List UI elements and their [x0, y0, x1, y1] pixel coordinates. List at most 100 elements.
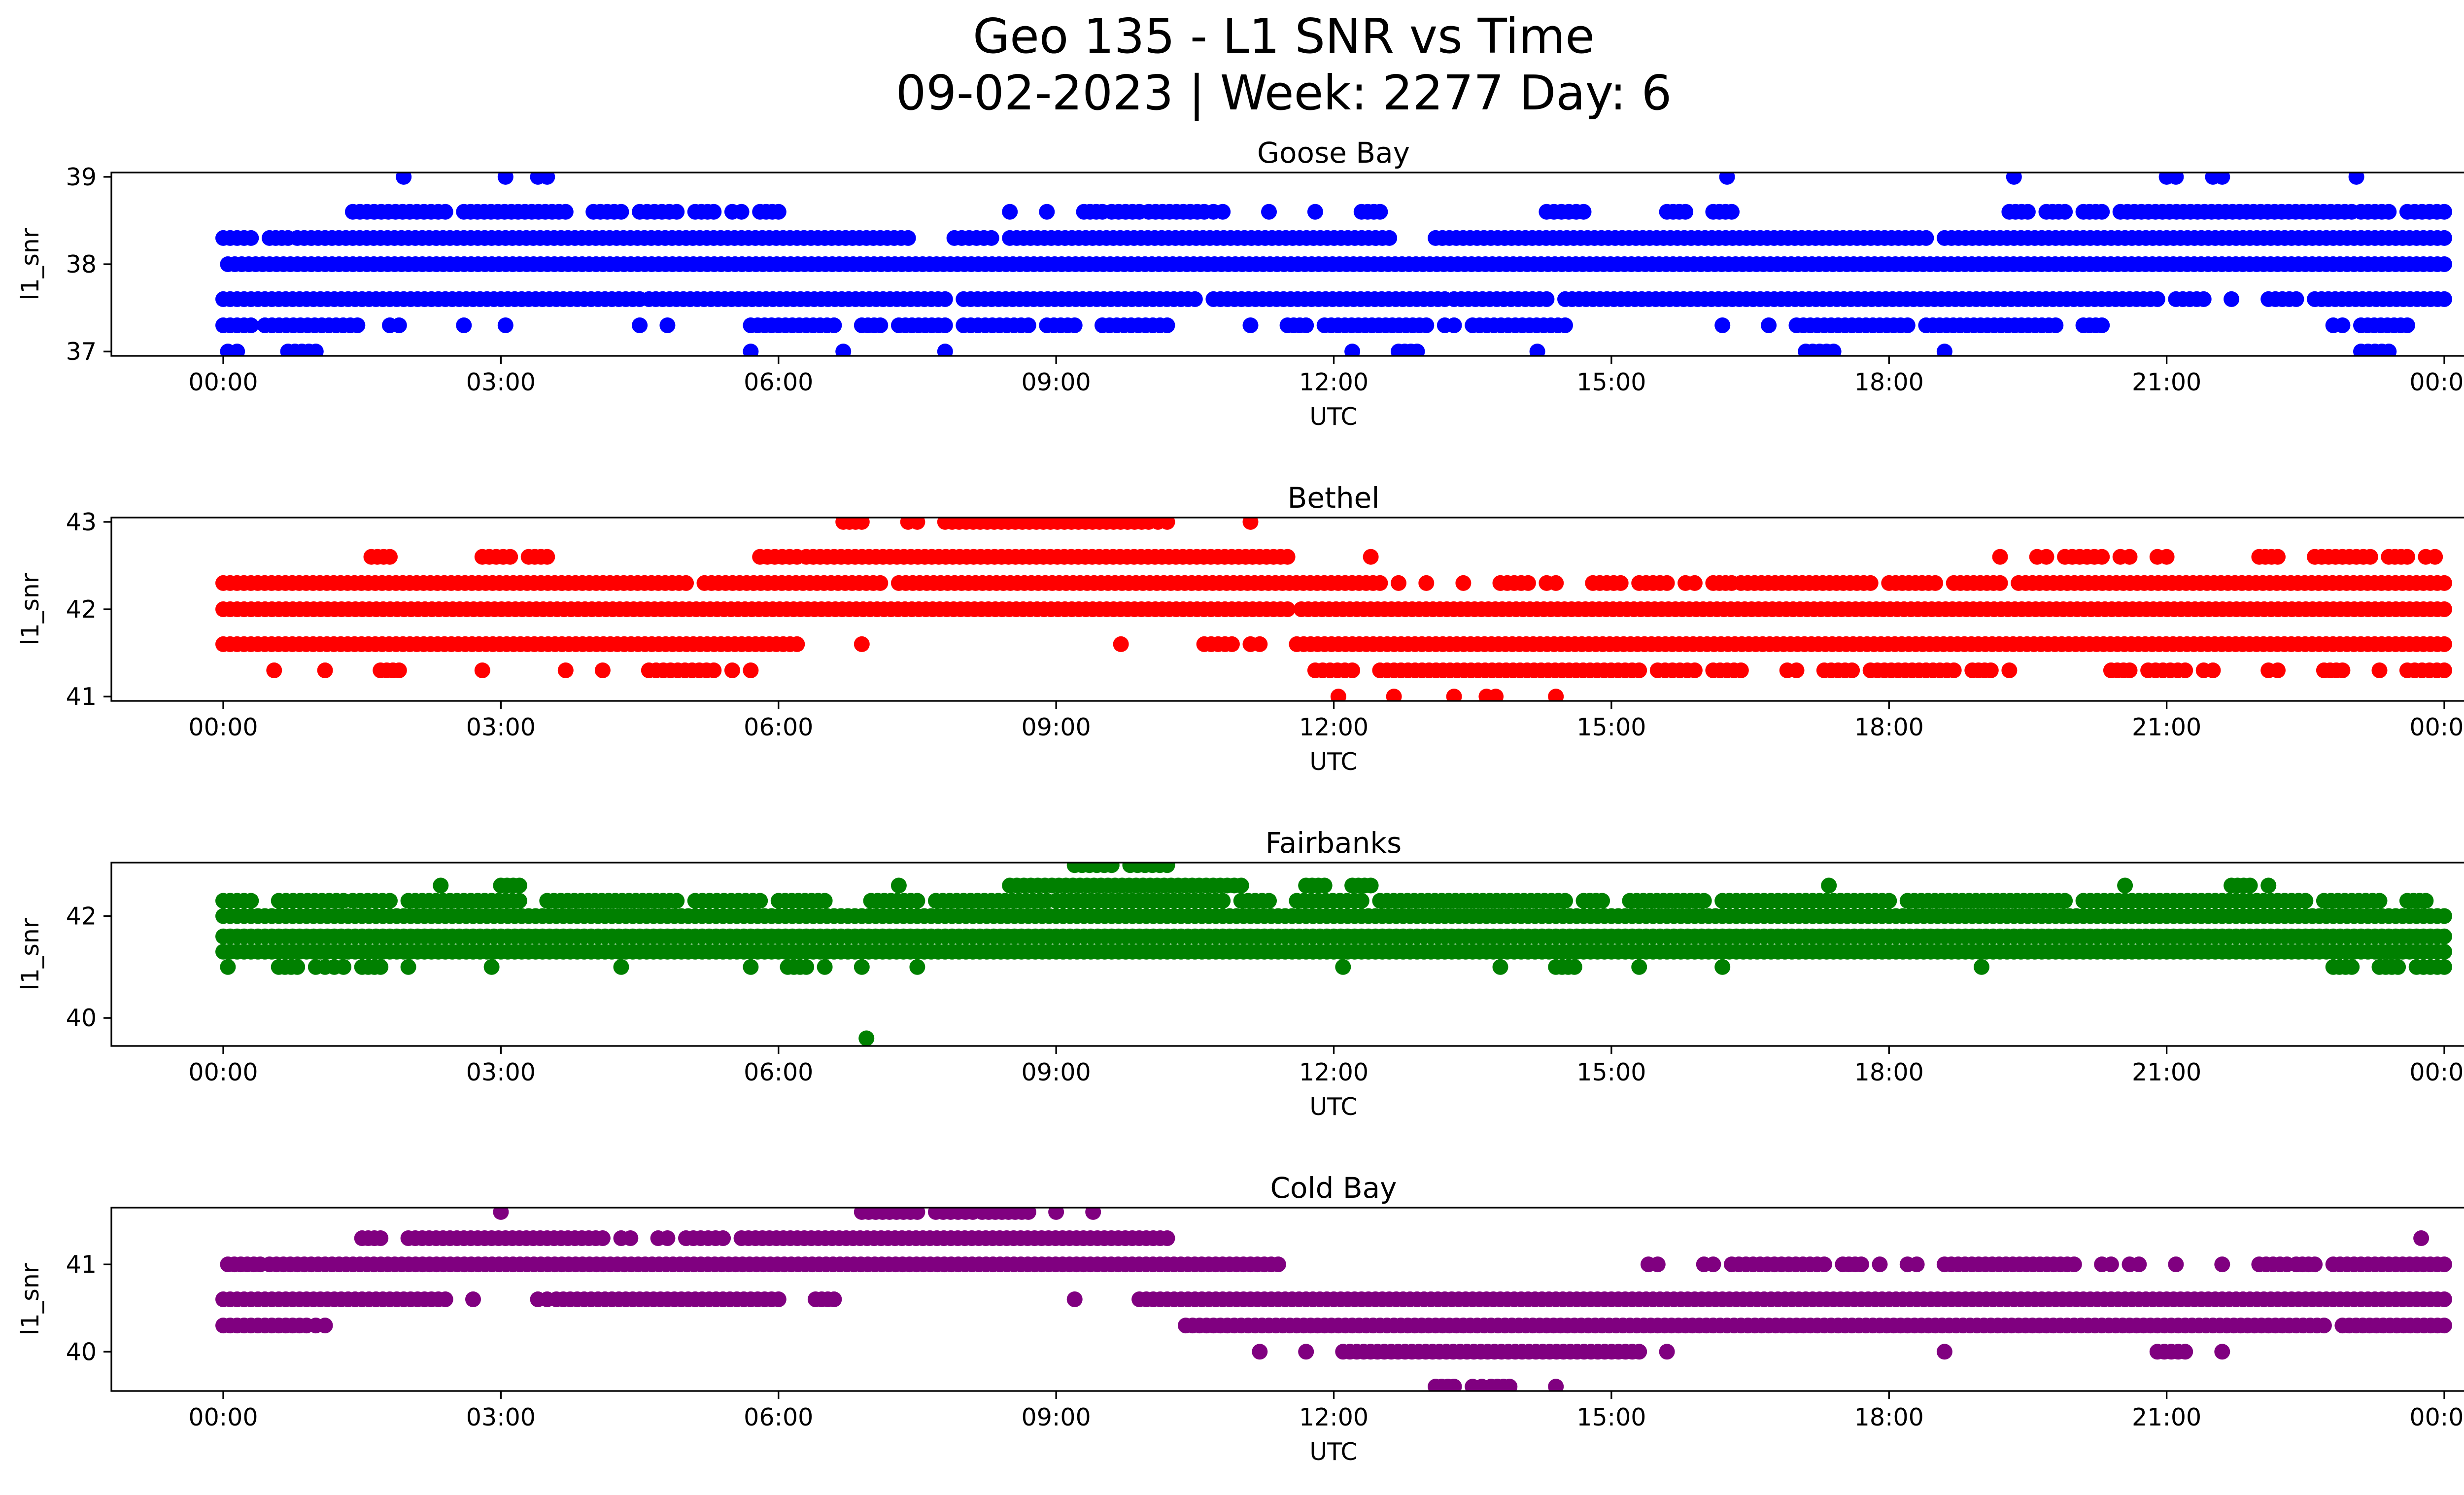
- data-point: [2344, 959, 2360, 975]
- data-point: [229, 344, 245, 356]
- data-point: [1631, 662, 1647, 678]
- data-point: [2307, 1256, 2323, 1273]
- data-point: [1020, 1208, 1036, 1220]
- x-tick-label: 00:00: [188, 368, 258, 396]
- data-point: [2019, 204, 2036, 220]
- data-point: [613, 204, 629, 220]
- data-point: [2224, 291, 2240, 307]
- data-point: [2371, 893, 2388, 909]
- data-point: [2057, 204, 2073, 220]
- data-point: [1252, 1344, 1268, 1360]
- data-point: [2436, 959, 2452, 975]
- data-point: [2436, 636, 2452, 652]
- data-point: [622, 1230, 639, 1246]
- data-point: [1409, 344, 1425, 356]
- data-point: [2057, 893, 2073, 909]
- data-point: [1215, 204, 1231, 220]
- data-point: [1002, 204, 1018, 220]
- data-point: [382, 549, 398, 565]
- data-point: [983, 230, 999, 246]
- figure-subtitle: 09-02-2023 | Week: 2277 Day: 6: [896, 65, 1672, 121]
- x-tick-label: 00:00: [2409, 1058, 2464, 1086]
- data-point: [2001, 662, 2018, 678]
- y-axis-label: l1_snr: [16, 228, 44, 300]
- data-point: [2297, 893, 2314, 909]
- data-point: [1446, 689, 1462, 701]
- data-point: [1488, 689, 1504, 701]
- data-point: [770, 204, 787, 220]
- data-point: [1066, 1291, 1083, 1307]
- x-tick-label: 09:00: [1022, 1403, 1091, 1431]
- data-point: [798, 959, 815, 975]
- data-point: [474, 662, 490, 678]
- x-tick-label: 00:00: [2409, 368, 2464, 396]
- y-tick-label: 42: [66, 595, 97, 624]
- data-point: [669, 893, 685, 909]
- data-point: [909, 959, 925, 975]
- x-tick-label: 12:00: [1299, 1058, 1369, 1086]
- data-point: [1649, 1256, 1666, 1273]
- data-point: [659, 317, 676, 333]
- data-point: [2214, 173, 2230, 185]
- data-point: [1844, 662, 1860, 678]
- data-point: [1418, 317, 1435, 333]
- y-tick-label: 40: [66, 1004, 97, 1032]
- data-point: [1686, 662, 1703, 678]
- data-point: [1548, 1379, 1564, 1391]
- data-point: [1085, 1208, 1101, 1220]
- data-point: [1677, 204, 1694, 220]
- x-tick-label: 09:00: [1022, 1058, 1091, 1086]
- data-point: [733, 204, 750, 220]
- x-tick-label: 00:00: [2409, 713, 2464, 741]
- data-point: [1252, 636, 1268, 652]
- data-point: [2362, 549, 2378, 565]
- data-point: [1983, 662, 1999, 678]
- data-point: [1714, 317, 1731, 333]
- data-point: [659, 1230, 676, 1246]
- data-point: [1881, 893, 1897, 909]
- data-point: [1936, 344, 1952, 356]
- data-point: [1298, 317, 1314, 333]
- data-point: [632, 317, 648, 333]
- data-point: [2149, 291, 2165, 307]
- x-tick-label: 06:00: [744, 1058, 813, 1086]
- data-point: [2122, 662, 2138, 678]
- y-tick-label: 42: [66, 903, 97, 931]
- data-point: [2117, 877, 2133, 894]
- data-point: [308, 344, 324, 356]
- data-point: [557, 204, 574, 220]
- x-tick-label: 18:00: [1854, 713, 1924, 741]
- data-point: [678, 575, 694, 591]
- data-point: [743, 959, 759, 975]
- data-point: [2103, 1256, 2119, 1273]
- data-point: [1242, 317, 1259, 333]
- x-tick-label: 18:00: [1854, 1058, 1924, 1086]
- data-point: [1594, 893, 1610, 909]
- data-point: [1187, 291, 1203, 307]
- data-point: [858, 1030, 875, 1046]
- x-axis-label: UTC: [1309, 1093, 1357, 1121]
- data-point: [2038, 549, 2054, 565]
- data-point: [2436, 204, 2452, 220]
- data-point: [1853, 1256, 1869, 1273]
- data-point: [483, 959, 500, 975]
- x-tick-label: 03:00: [466, 368, 536, 396]
- data-point: [2168, 173, 2184, 185]
- data-point: [1918, 230, 1934, 246]
- data-point: [1992, 575, 2008, 591]
- data-point: [1686, 575, 1703, 591]
- data-point: [937, 317, 953, 333]
- x-tick-label: 03:00: [466, 1403, 536, 1431]
- data-point: [437, 1291, 453, 1307]
- data-point: [1298, 1344, 1314, 1360]
- data-point: [2122, 549, 2138, 565]
- data-point: [1363, 877, 1379, 894]
- data-point: [1391, 575, 1406, 591]
- data-point: [1492, 959, 1508, 975]
- data-point: [2436, 256, 2452, 272]
- y-axis-label: l1_snr: [16, 1263, 44, 1335]
- data-point: [1502, 1379, 1518, 1391]
- data-point: [2214, 1344, 2230, 1360]
